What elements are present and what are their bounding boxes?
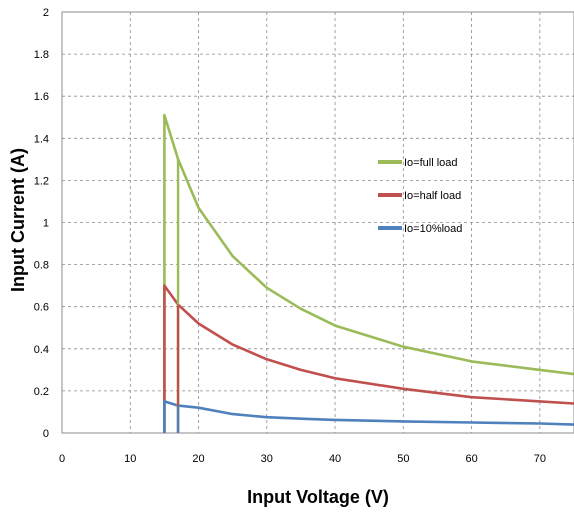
y-tick-label: 0.4 (34, 344, 49, 356)
legend-label-3: Io=10%load (404, 223, 462, 235)
series-line-1 (163, 113, 574, 433)
x-tick-label: 60 (465, 453, 477, 465)
x-tick-label: 0 (59, 453, 65, 465)
x-tick-label: 50 (397, 453, 409, 465)
series-group (163, 113, 574, 433)
y-tick-label: 0 (43, 428, 49, 440)
legend: Io=full load Io=half load Io=10%load (378, 157, 462, 235)
y-tick-label: 0.2 (34, 386, 49, 398)
y-tick-label: 1 (43, 218, 49, 230)
x-tick-label: 30 (261, 453, 273, 465)
y-tick-label: 1.4 (34, 133, 49, 145)
x-tick-label: 10 (124, 453, 136, 465)
x-tick-label: 70 (534, 453, 546, 465)
series-line-3 (163, 400, 574, 433)
y-tick-labels: 0 0.2 0.4 0.6 0.8 1 1.2 1.4 1.6 1.8 2 (34, 7, 49, 440)
y-tick-label: 1.6 (34, 91, 49, 103)
y-tick-label: 1.2 (34, 175, 49, 187)
y-tick-label: 2 (43, 7, 49, 19)
y-tick-label: 0.8 (34, 260, 49, 272)
x-axis-title: Input Voltage (V) (247, 487, 389, 507)
legend-label-2: Io=half load (404, 190, 461, 202)
x-tick-label: 40 (329, 453, 341, 465)
plot-area-border (61, 11, 574, 434)
y-tick-label: 0.6 (34, 302, 49, 314)
y-axis-title: Input Current (A) (8, 148, 28, 292)
x-tick-label: 20 (192, 453, 204, 465)
x-tick-labels: 0 10 20 30 40 50 60 70 (59, 453, 546, 465)
grid (62, 12, 574, 433)
y-tick-label: 1.8 (34, 49, 49, 61)
legend-label-1: Io=full load (404, 157, 458, 169)
series-line-2 (163, 284, 574, 433)
